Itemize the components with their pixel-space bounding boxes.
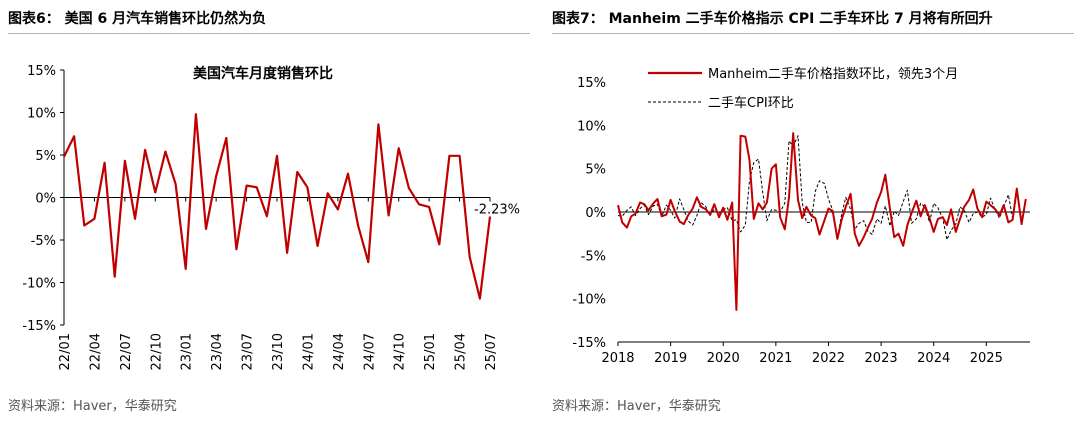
left-chart-title: 美国汽车月度销售环比 xyxy=(193,65,333,82)
left-x-tick-label: 23/07 xyxy=(241,333,256,370)
left-series-line xyxy=(63,113,492,300)
right-y-tick-label: 10% xyxy=(577,119,606,134)
right-panel-title: 图表7： Manheim 二手车价格指示 CPI 二手车环比 7 月将有所回升 xyxy=(552,11,993,27)
right-y-tick-label: -5% xyxy=(581,249,606,264)
left-x-tick-label: 24/01 xyxy=(301,333,316,370)
left-y-tick-label: -10% xyxy=(22,277,56,292)
left-x-tick-label: 25/07 xyxy=(484,333,499,370)
right-y-axis: 15% 10% 5% 0% -5% -10% -15% xyxy=(572,76,606,351)
cpi-series-line xyxy=(617,135,1014,241)
left-y-tick-label: 0% xyxy=(35,192,56,207)
right-x-tick-label: 2019 xyxy=(654,351,687,366)
right-x-tick-label: 2022 xyxy=(812,351,845,366)
right-x-axis: 2018 2019 2020 2021 2022 2023 2024 2025 xyxy=(601,211,1030,366)
right-x-tick-label: 2023 xyxy=(865,351,898,366)
left-x-tick-label: 22/04 xyxy=(88,333,103,370)
right-x-tick-label: 2021 xyxy=(759,351,792,366)
left-panel-title: 图表6： 美国 6 月汽车销售环比仍然为负 xyxy=(8,11,267,27)
right-chart: 15%10%5%0%-5%-10%-15% 2018 2019 2020 2021 20… xyxy=(572,66,1030,366)
right-x-tick-label: 2020 xyxy=(707,351,740,366)
right-series-group xyxy=(617,132,1027,311)
manheim-series-line xyxy=(617,132,1027,311)
left-title-rule xyxy=(8,33,530,34)
left-y-tick-label: -5% xyxy=(31,234,56,249)
left-series-group xyxy=(63,113,492,300)
left-y-axis: 15% 10% 5% 0% -5% -10% -15% xyxy=(22,64,65,334)
right-x-tick-label: 2018 xyxy=(601,351,634,366)
legend-label-manheim: Manheim二手车价格指数环比，领先3个月 xyxy=(708,66,958,82)
left-source-note: 资料来源：Haver，华泰研究 xyxy=(8,399,177,414)
left-y-tick-label: 10% xyxy=(27,107,56,122)
right-x-tick-label: 2024 xyxy=(917,351,950,366)
right-y-tick-label: 0% xyxy=(585,206,606,221)
right-title-rule xyxy=(552,33,1074,34)
left-x-tick-label: 22/10 xyxy=(149,333,164,370)
left-x-tick-label: 23/04 xyxy=(210,333,225,370)
left-x-tick-label: 24/10 xyxy=(393,333,408,370)
left-chart: 美国汽车月度销售环比 15%10%5%0%-5%-10%-15% 22/01 22… xyxy=(22,64,520,370)
left-x-tick-label: 23/01 xyxy=(180,333,195,370)
left-x-tick-label: 22/07 xyxy=(119,333,134,370)
left-x-tick-label: 22/01 xyxy=(58,333,73,370)
right-legend: Manheim二手车价格指数环比，领先3个月 二手车CPI环比 xyxy=(648,66,958,111)
right-source-note: 资料来源：Haver，华泰研究 xyxy=(552,399,721,414)
left-x-tick-label: 25/01 xyxy=(423,333,438,370)
legend-label-cpi: 二手车CPI环比 xyxy=(708,95,794,111)
right-y-tick-label: -10% xyxy=(572,293,606,308)
left-y-tick-label: -15% xyxy=(22,319,56,334)
right-y-tick-label: 5% xyxy=(585,163,606,178)
left-y-tick-label: 5% xyxy=(35,149,56,164)
left-last-value-label: -2.23% xyxy=(474,203,520,218)
right-y-tick-label: 15% xyxy=(577,76,606,91)
left-y-tick-label: 15% xyxy=(27,64,56,79)
right-x-tick-label: 2025 xyxy=(970,351,1003,366)
left-x-tick-label: 25/04 xyxy=(454,333,469,370)
left-x-tick-label: 24/04 xyxy=(332,333,347,370)
left-x-tick-label: 24/07 xyxy=(362,333,377,370)
left-x-tick-label: 23/10 xyxy=(271,333,286,370)
left-x-axis: 22/01 22/04 22/07 22/10 23/01 23/04 23/07 23/10… xyxy=(58,197,499,370)
right-y-tick-label: -15% xyxy=(572,336,606,351)
